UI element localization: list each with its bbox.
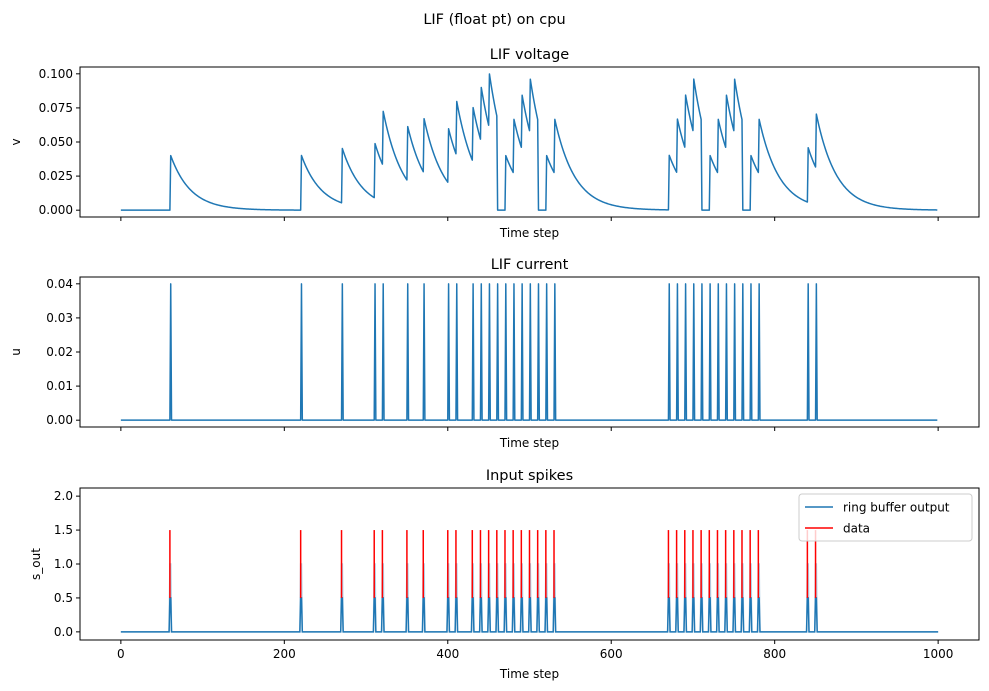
y-tick-label: 0.5: [54, 591, 73, 605]
axes-frame: [79, 276, 980, 428]
y-tick-label: 0.01: [46, 379, 73, 393]
input-spikes-axes: Input spikes Time step s_out 0.0 0.5 1.0 1.5 2.…: [29, 468, 980, 681]
legend-label-data: data: [843, 522, 870, 536]
y-tick-label: 0.000: [39, 203, 73, 217]
ring-buffer-output-line: [120, 597, 939, 633]
y-tick-label: 0.025: [39, 169, 73, 183]
axes-title: LIF current: [491, 257, 569, 273]
y-tick-label: 0.04: [46, 277, 73, 291]
x-tick-label: 600: [600, 647, 623, 661]
y-tick-label: 0.0: [54, 625, 73, 639]
plot-area: [120, 530, 939, 633]
y-tick-label: 0.00: [46, 413, 73, 427]
axes-frame: [79, 487, 980, 641]
voltage-line: [120, 73, 938, 211]
x-axis-label: Time step: [499, 436, 559, 450]
current-line: [120, 283, 938, 421]
current-axes: LIF current Time step u 0.00 0.01 0.02 0.03 0.0…: [9, 257, 980, 450]
y-tick-label: 1.0: [54, 557, 73, 571]
x-tick-label: 0: [117, 647, 125, 661]
y-axis-label: v: [9, 138, 23, 145]
x-tick-label: 400: [436, 647, 459, 661]
y-tick-label: 0.03: [46, 311, 73, 325]
legend-label-ring-buffer: ring buffer output: [843, 501, 950, 515]
plot-area: [120, 73, 938, 211]
x-tick-label: 1000: [923, 647, 954, 661]
figure-suptitle: LIF (float pt) on cpu: [423, 12, 565, 28]
y-tick-label: 0.02: [46, 345, 73, 359]
y-tick-label: 2.0: [54, 489, 73, 503]
y-tick-label: 0.050: [39, 135, 73, 149]
y-tick-label: 0.075: [39, 101, 73, 115]
y-tick-label: 0.100: [39, 67, 73, 81]
axes-title: LIF voltage: [490, 47, 570, 63]
x-axis-label: Time step: [499, 226, 559, 240]
legend-frame: [798, 493, 973, 542]
axes-title: Input spikes: [486, 468, 573, 484]
y-axis-label: s_out: [29, 548, 43, 580]
x-tick-label: 800: [763, 647, 786, 661]
plot-area: [120, 283, 938, 421]
legend: ring buffer output data: [798, 493, 973, 542]
voltage-axes: LIF voltage Time step v 0.000 0.025 0.050 0.07…: [9, 47, 980, 240]
y-tick-label: 1.5: [54, 523, 73, 537]
x-tick-label: 200: [273, 647, 296, 661]
axes-frame: [79, 66, 980, 218]
x-axis-label: Time step: [499, 667, 559, 681]
y-axis-label: u: [9, 348, 23, 356]
